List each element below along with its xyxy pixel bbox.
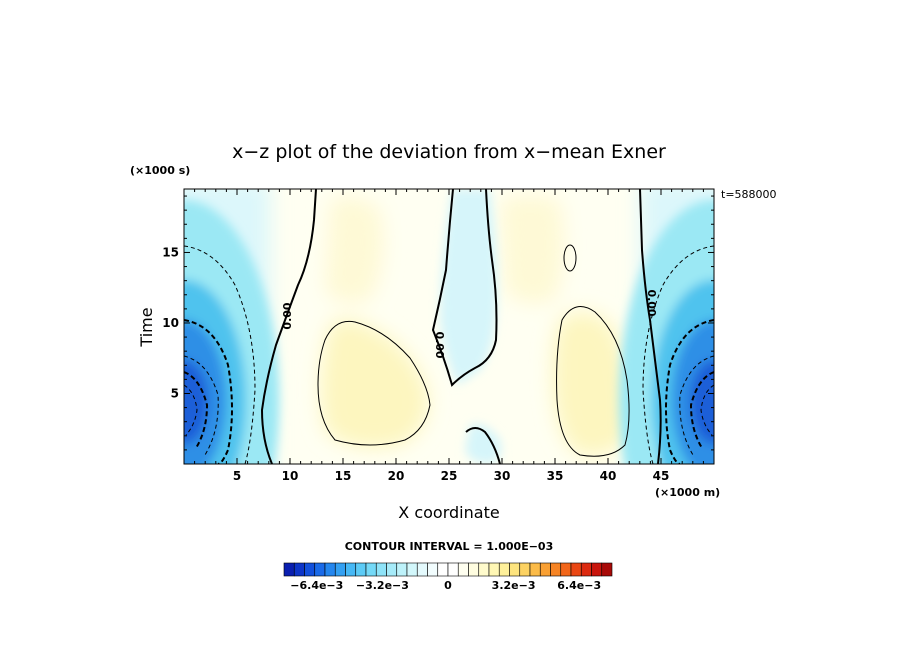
colorbar-cell	[365, 562, 377, 577]
colorbar-cell	[427, 562, 439, 577]
x-axis: 5 10 15 20 25 30 35 40 45	[194, 189, 704, 483]
colorbar-cell	[560, 562, 572, 577]
colorbar-cell	[406, 562, 418, 577]
pos-contour-small	[563, 244, 577, 272]
colorbar-cell	[447, 562, 459, 577]
colorbar-cell	[509, 562, 521, 577]
colorbar-labels: −6.4e−3 −3.2e−3 0 3.2e−3 6.4e−3	[290, 579, 601, 592]
colorbar-tick-label: −3.2e−3	[356, 579, 409, 592]
y-axis-title: Time	[137, 307, 156, 347]
contour-label: 0.00	[433, 331, 446, 358]
zero-contour-right	[639, 189, 662, 464]
y-tick-label: 15	[162, 245, 179, 259]
colorbar-cell	[304, 562, 316, 577]
colorbar-cell	[283, 562, 295, 577]
colorbar-cell	[416, 562, 428, 577]
time-label: t=588000	[721, 188, 777, 201]
contour-value-labels: 0.00 0.00 0.00	[281, 289, 658, 358]
x-unit-label: (×1000 m)	[655, 486, 720, 499]
pos-contour-left	[317, 320, 431, 446]
colorbar-cell	[539, 562, 551, 577]
colorbar-cell	[468, 562, 480, 577]
chart-title: x−z plot of the deviation from x−mean Ex…	[232, 141, 666, 163]
zero-contour-center	[431, 189, 498, 387]
x-tick-label: 35	[547, 469, 564, 483]
x-tick-label: 20	[388, 469, 405, 483]
colorbar-tick-label: −6.4e−3	[290, 579, 343, 592]
colorbar-cell	[580, 562, 592, 577]
colorbar-cell	[591, 562, 603, 577]
y-axis: 5 10 15	[162, 195, 714, 451]
contour-lines	[184, 189, 714, 464]
colorbar-cell	[498, 562, 510, 577]
x-tick-label: 45	[653, 469, 670, 483]
colorbar	[283, 562, 613, 577]
x-tick-label: 10	[282, 469, 299, 483]
colorbar-cell	[324, 562, 336, 577]
zero-contour-small	[465, 427, 501, 464]
colorbar-cell	[488, 562, 500, 577]
x-axis-title: X coordinate	[398, 503, 499, 522]
contour-label: 0.00	[645, 289, 658, 316]
y-tick-label: 10	[162, 316, 179, 330]
colorbar-cell	[601, 562, 613, 577]
colorbar-cell	[293, 562, 305, 577]
colorbar-tick-label: 3.2e−3	[492, 579, 536, 592]
colorbar-cell	[314, 562, 326, 577]
pos-contour-right	[556, 306, 630, 457]
colorbar-cell	[529, 562, 541, 577]
colorbar-cell	[396, 562, 408, 577]
x-tick-label: 30	[494, 469, 511, 483]
x-tick-label: 5	[233, 469, 241, 483]
colorbar-cell	[457, 562, 469, 577]
contour-label: 0.00	[281, 302, 294, 329]
colorbar-tick-label: 6.4e−3	[557, 579, 601, 592]
colorbar-cell	[478, 562, 490, 577]
colorbar-cell	[375, 562, 387, 577]
colorbar-cell	[437, 562, 449, 577]
colorbar-cell	[386, 562, 398, 577]
colorbar-cell	[550, 562, 562, 577]
contour-interval-text: CONTOUR INTERVAL = 1.000E−03	[345, 540, 554, 553]
x-tick-label: 25	[441, 469, 458, 483]
colorbar-cell	[570, 562, 582, 577]
zero-contour-left	[260, 189, 317, 464]
colorbar-cell	[519, 562, 531, 577]
y-tick-label: 5	[171, 386, 179, 400]
y-unit-label: (×1000 s)	[130, 164, 190, 177]
x-tick-label: 15	[335, 469, 352, 483]
colorbar-cell	[334, 562, 346, 577]
x-tick-label: 40	[600, 469, 617, 483]
colorbar-cell	[345, 562, 357, 577]
colorbar-tick-label: 0	[444, 579, 452, 592]
colorbar-cell	[355, 562, 367, 577]
